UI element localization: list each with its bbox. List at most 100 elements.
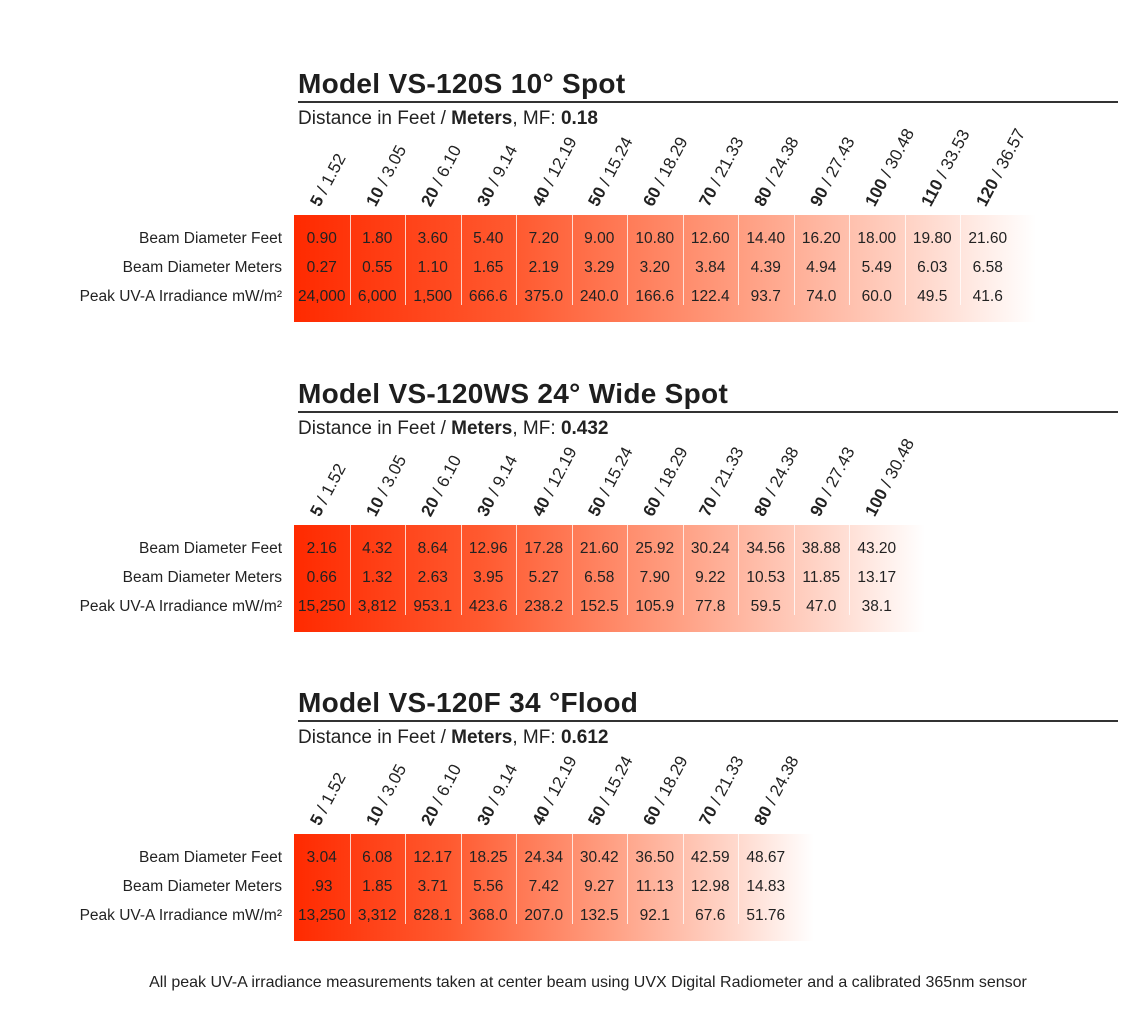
header-feet: 40	[528, 802, 555, 829]
cell-value: 38.1	[861, 597, 892, 615]
header-meters: / 21.33	[705, 133, 748, 189]
row-label: Beam Diameter Feet	[139, 539, 282, 557]
mf-label: , MF:	[512, 727, 556, 748]
column-separator	[627, 834, 628, 924]
column-separator	[849, 524, 850, 615]
header-meters: / 9.14	[483, 761, 521, 808]
header-meters: / 30.48	[876, 125, 919, 181]
column-header: 20 / 6.10	[417, 452, 466, 520]
header-meters: / 1.52	[313, 460, 350, 507]
column-header: 20 / 6.10	[417, 142, 466, 210]
column-separator	[682, 215, 684, 305]
title-rule	[298, 720, 1118, 722]
header-meters: / 3.05	[372, 142, 410, 189]
cell-value: 6,000	[357, 288, 397, 305]
cell-value: 24.34	[524, 849, 564, 866]
cell-value: 17.28	[524, 539, 564, 557]
cell-value: 122.4	[690, 288, 730, 305]
column-header: 80 / 24.38	[750, 753, 803, 829]
cell-value: 12.60	[690, 230, 730, 247]
distance-label: Distance in Feet / Meters, MF: 0.432	[298, 418, 608, 440]
column-separator	[960, 215, 961, 305]
cell-value: 5.56	[473, 878, 504, 895]
cell-value: 375.0	[524, 288, 564, 305]
header-meters: / 36.57	[987, 125, 1030, 181]
header-meters: / 6.10	[428, 451, 466, 499]
header-meters: / 12.19	[539, 133, 581, 189]
column-header: 60 / 18.29	[639, 753, 692, 829]
distance-unit: Meters	[451, 108, 513, 129]
header-feet: 100	[861, 485, 892, 520]
cell-value: 7.90	[639, 568, 670, 586]
cell-value: 30.42	[579, 849, 619, 866]
column-separator	[516, 215, 517, 305]
cell-value: 6.03	[917, 259, 948, 276]
cell-value: 4.94	[806, 259, 837, 276]
mf-label: , MF:	[512, 108, 556, 129]
column-header: 100 / 30.48	[861, 125, 919, 210]
cell-value: 13,250	[298, 907, 346, 924]
cell-value: 3.20	[639, 259, 670, 276]
header-meters: / 24.38	[761, 752, 803, 808]
cell-value: 9.00	[584, 230, 615, 247]
mf-value: 0.432	[560, 417, 609, 439]
header-meters: / 21.33	[705, 443, 748, 499]
cell-value: 16.20	[801, 230, 841, 247]
header-feet: 60	[639, 493, 666, 520]
column-header: 50 / 15.24	[584, 753, 637, 829]
column-header: 50 / 15.24	[584, 443, 637, 519]
column-header: 80 / 24.38	[750, 443, 803, 519]
cell-value: 21.60	[579, 539, 619, 557]
cell-value: 7.20	[528, 230, 559, 247]
column-separator	[571, 524, 573, 615]
cell-value: 9.27	[584, 878, 615, 895]
column-header: 30 / 9.14	[473, 452, 522, 520]
column-header: 10 / 3.05	[362, 452, 411, 520]
header-meters: / 18.29	[650, 752, 692, 808]
header-meters: / 6.10	[428, 761, 466, 808]
column-separator	[627, 524, 628, 615]
header-feet: 30	[472, 493, 499, 520]
header-meters: / 3.05	[372, 761, 410, 808]
header-meters: / 15.24	[594, 443, 637, 499]
cell-value: 4.39	[750, 259, 781, 276]
header-meters: / 12.19	[539, 752, 581, 808]
header-meters: / 6.10	[428, 142, 466, 189]
column-header: 70 / 21.33	[695, 753, 748, 829]
column-separator	[405, 215, 406, 305]
cell-value: 6.08	[362, 849, 393, 866]
mf-value: 0.612	[560, 727, 609, 748]
cell-value: 11.13	[635, 878, 674, 895]
header-feet: 80	[750, 183, 777, 210]
column-header: 50 / 15.24	[584, 134, 637, 210]
cell-value: 12.98	[690, 878, 730, 895]
cell-value: 13.17	[857, 568, 897, 586]
row-label: Beam Diameter Meters	[122, 878, 282, 895]
cell-value: 30.24	[690, 539, 730, 557]
cell-value: 9.22	[695, 568, 726, 586]
column-separator	[682, 834, 684, 924]
column-header: 5 / 1.52	[306, 770, 350, 829]
column-header: 100 / 30.48	[861, 435, 919, 520]
title-rule	[298, 410, 1118, 413]
row-label: Beam Diameter Feet	[139, 849, 282, 866]
cell-value: 2.16	[306, 539, 337, 557]
header-feet: 50	[583, 183, 610, 210]
distance-unit: Meters	[451, 417, 513, 439]
cell-value: 238.2	[524, 597, 564, 615]
column-header: 5 / 1.52	[306, 151, 350, 210]
header-feet: 20	[417, 183, 444, 210]
column-separator	[516, 524, 517, 615]
header-feet: 40	[528, 493, 555, 520]
cell-value: 3,312	[357, 907, 397, 924]
cell-value: 5.49	[861, 259, 892, 276]
header-meters: / 3.05	[372, 451, 410, 499]
cell-value: 93.7	[750, 288, 781, 305]
column-separator	[793, 524, 795, 615]
cell-value: 12.17	[413, 849, 453, 866]
gradient-band	[294, 524, 925, 632]
header-feet: 40	[528, 183, 555, 210]
column-separator	[738, 834, 739, 924]
mf-label: , MF:	[512, 417, 556, 439]
